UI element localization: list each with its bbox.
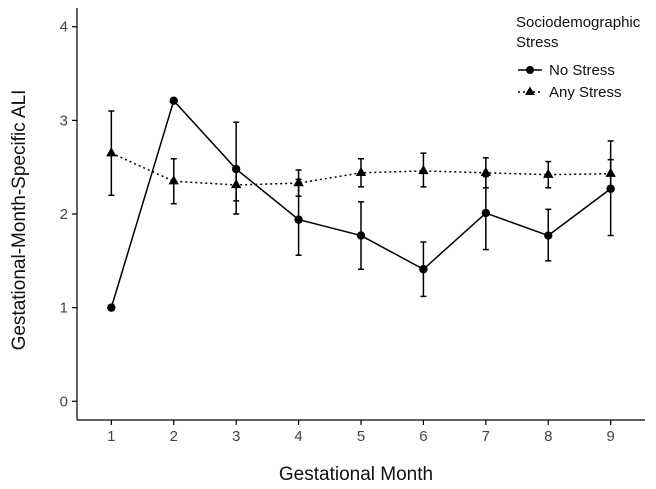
y-axis-title: Gestational-Month-Specific ALI bbox=[9, 90, 30, 351]
data-point bbox=[606, 184, 615, 193]
data-point bbox=[168, 175, 179, 185]
data-point bbox=[481, 208, 491, 218]
x-ticks: 1 2 3 4 5 6 7 8 9 bbox=[107, 420, 615, 445]
x-axis-title: Gestational Month bbox=[279, 464, 433, 485]
x-tick-label: 5 bbox=[357, 428, 365, 445]
legend-label-no-stress: No Stress bbox=[549, 62, 615, 79]
y-ticks: 0 1 2 3 4 bbox=[60, 19, 77, 410]
y-tick-label: 2 bbox=[60, 206, 68, 223]
data-point bbox=[419, 265, 428, 274]
x-tick-label: 3 bbox=[232, 428, 240, 445]
x-tick-label: 7 bbox=[482, 428, 490, 445]
y-tick-label: 0 bbox=[60, 393, 68, 410]
data-point bbox=[544, 231, 553, 240]
legend-marker-triangle bbox=[525, 86, 535, 95]
x-tick-label: 9 bbox=[606, 428, 614, 445]
legend-title-line1: Sociodemographic bbox=[516, 14, 641, 31]
data-point bbox=[169, 96, 178, 105]
legend-marker-circle bbox=[526, 66, 534, 74]
y-tick-label: 3 bbox=[60, 112, 68, 129]
legend-label-any-stress: Any Stress bbox=[549, 84, 622, 101]
y-tick-label: 4 bbox=[60, 19, 68, 36]
legend-item-any-stress: Any Stress bbox=[518, 84, 622, 101]
data-point bbox=[480, 166, 492, 176]
data-point bbox=[293, 177, 304, 187]
legend-item-no-stress: No Stress bbox=[518, 62, 615, 79]
x-tick-label: 2 bbox=[170, 428, 178, 445]
data-point bbox=[107, 303, 116, 312]
x-tick-label: 4 bbox=[294, 428, 302, 445]
x-tick-label: 6 bbox=[419, 428, 427, 445]
data-point bbox=[418, 164, 429, 175]
data-point bbox=[230, 178, 242, 189]
y-tick-label: 1 bbox=[60, 300, 68, 317]
legend-title-line2: Stress bbox=[516, 34, 559, 51]
x-tick-label: 8 bbox=[544, 428, 552, 445]
data-point bbox=[106, 147, 117, 157]
x-tick-label: 1 bbox=[107, 428, 115, 445]
series-layer bbox=[106, 96, 616, 312]
data-point bbox=[294, 215, 303, 224]
legend: Sociodemographic Stress No Stress Any St… bbox=[516, 14, 641, 101]
data-point bbox=[605, 167, 616, 177]
data-point bbox=[355, 166, 367, 176]
series-no-stress bbox=[107, 96, 615, 312]
data-point bbox=[356, 231, 366, 240]
data-point bbox=[543, 168, 554, 178]
series-any-stress bbox=[106, 110, 616, 205]
